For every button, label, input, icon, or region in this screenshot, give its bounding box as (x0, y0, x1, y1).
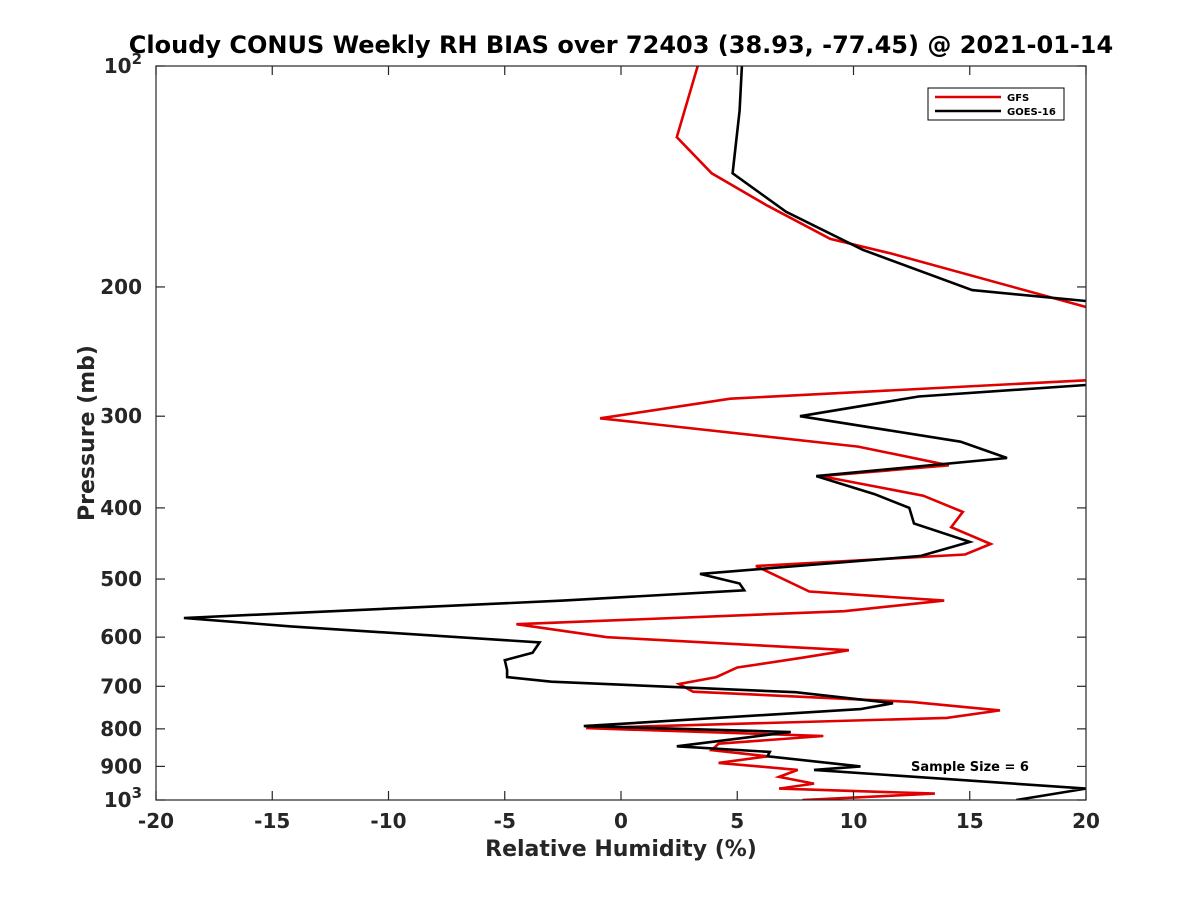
y-tick-label: 500 (100, 567, 142, 591)
x-tick-label: 20 (1072, 809, 1100, 833)
y-tick-label: 800 (100, 717, 142, 741)
x-tick-label: -10 (370, 809, 406, 833)
x-axis-label: Relative Humidity (%) (485, 837, 757, 862)
chart-title: Cloudy CONUS Weekly RH BIAS over 72403 (… (129, 31, 1113, 59)
y-tick-label: 400 (100, 496, 142, 520)
x-tick-label: 15 (956, 809, 984, 833)
y-tick-label: 200 (100, 275, 142, 299)
x-tick-label: -20 (138, 809, 174, 833)
x-tick-label: 10 (840, 809, 868, 833)
x-tick-label: 0 (614, 809, 628, 833)
legend-label-goes16: GOES-16 (1007, 107, 1056, 118)
y-tick-label: 300 (100, 404, 142, 428)
x-tick-label: -15 (254, 809, 290, 833)
y-tick-label: 900 (100, 754, 142, 778)
y-tick-label: 700 (100, 674, 142, 698)
x-tick-label: -5 (494, 809, 516, 833)
legend-label-gfs: GFS (1007, 93, 1029, 104)
y-tick-label: 102 (104, 50, 142, 78)
x-axis: -20 -15 -10 -5 0 5 10 15 20 (138, 66, 1100, 833)
y-axis: 102 200 300 400 500 600 700 800 900 103 (100, 50, 1086, 812)
sample-size-annotation: Sample Size = 6 (911, 760, 1029, 775)
y-tick-label: 600 (100, 625, 142, 649)
series-line-goes16 (183, 66, 1086, 800)
x-tick-label: 5 (730, 809, 744, 833)
series-lines (183, 66, 1086, 800)
legend-box (927, 87, 1065, 121)
y-tick-label: 103 (104, 784, 142, 812)
legend: GFS GOES-16 (927, 87, 1065, 121)
y-axis-label: Pressure (mb) (75, 345, 100, 521)
plot-frame (155, 65, 1087, 801)
series-line-gfs (516, 66, 1086, 800)
